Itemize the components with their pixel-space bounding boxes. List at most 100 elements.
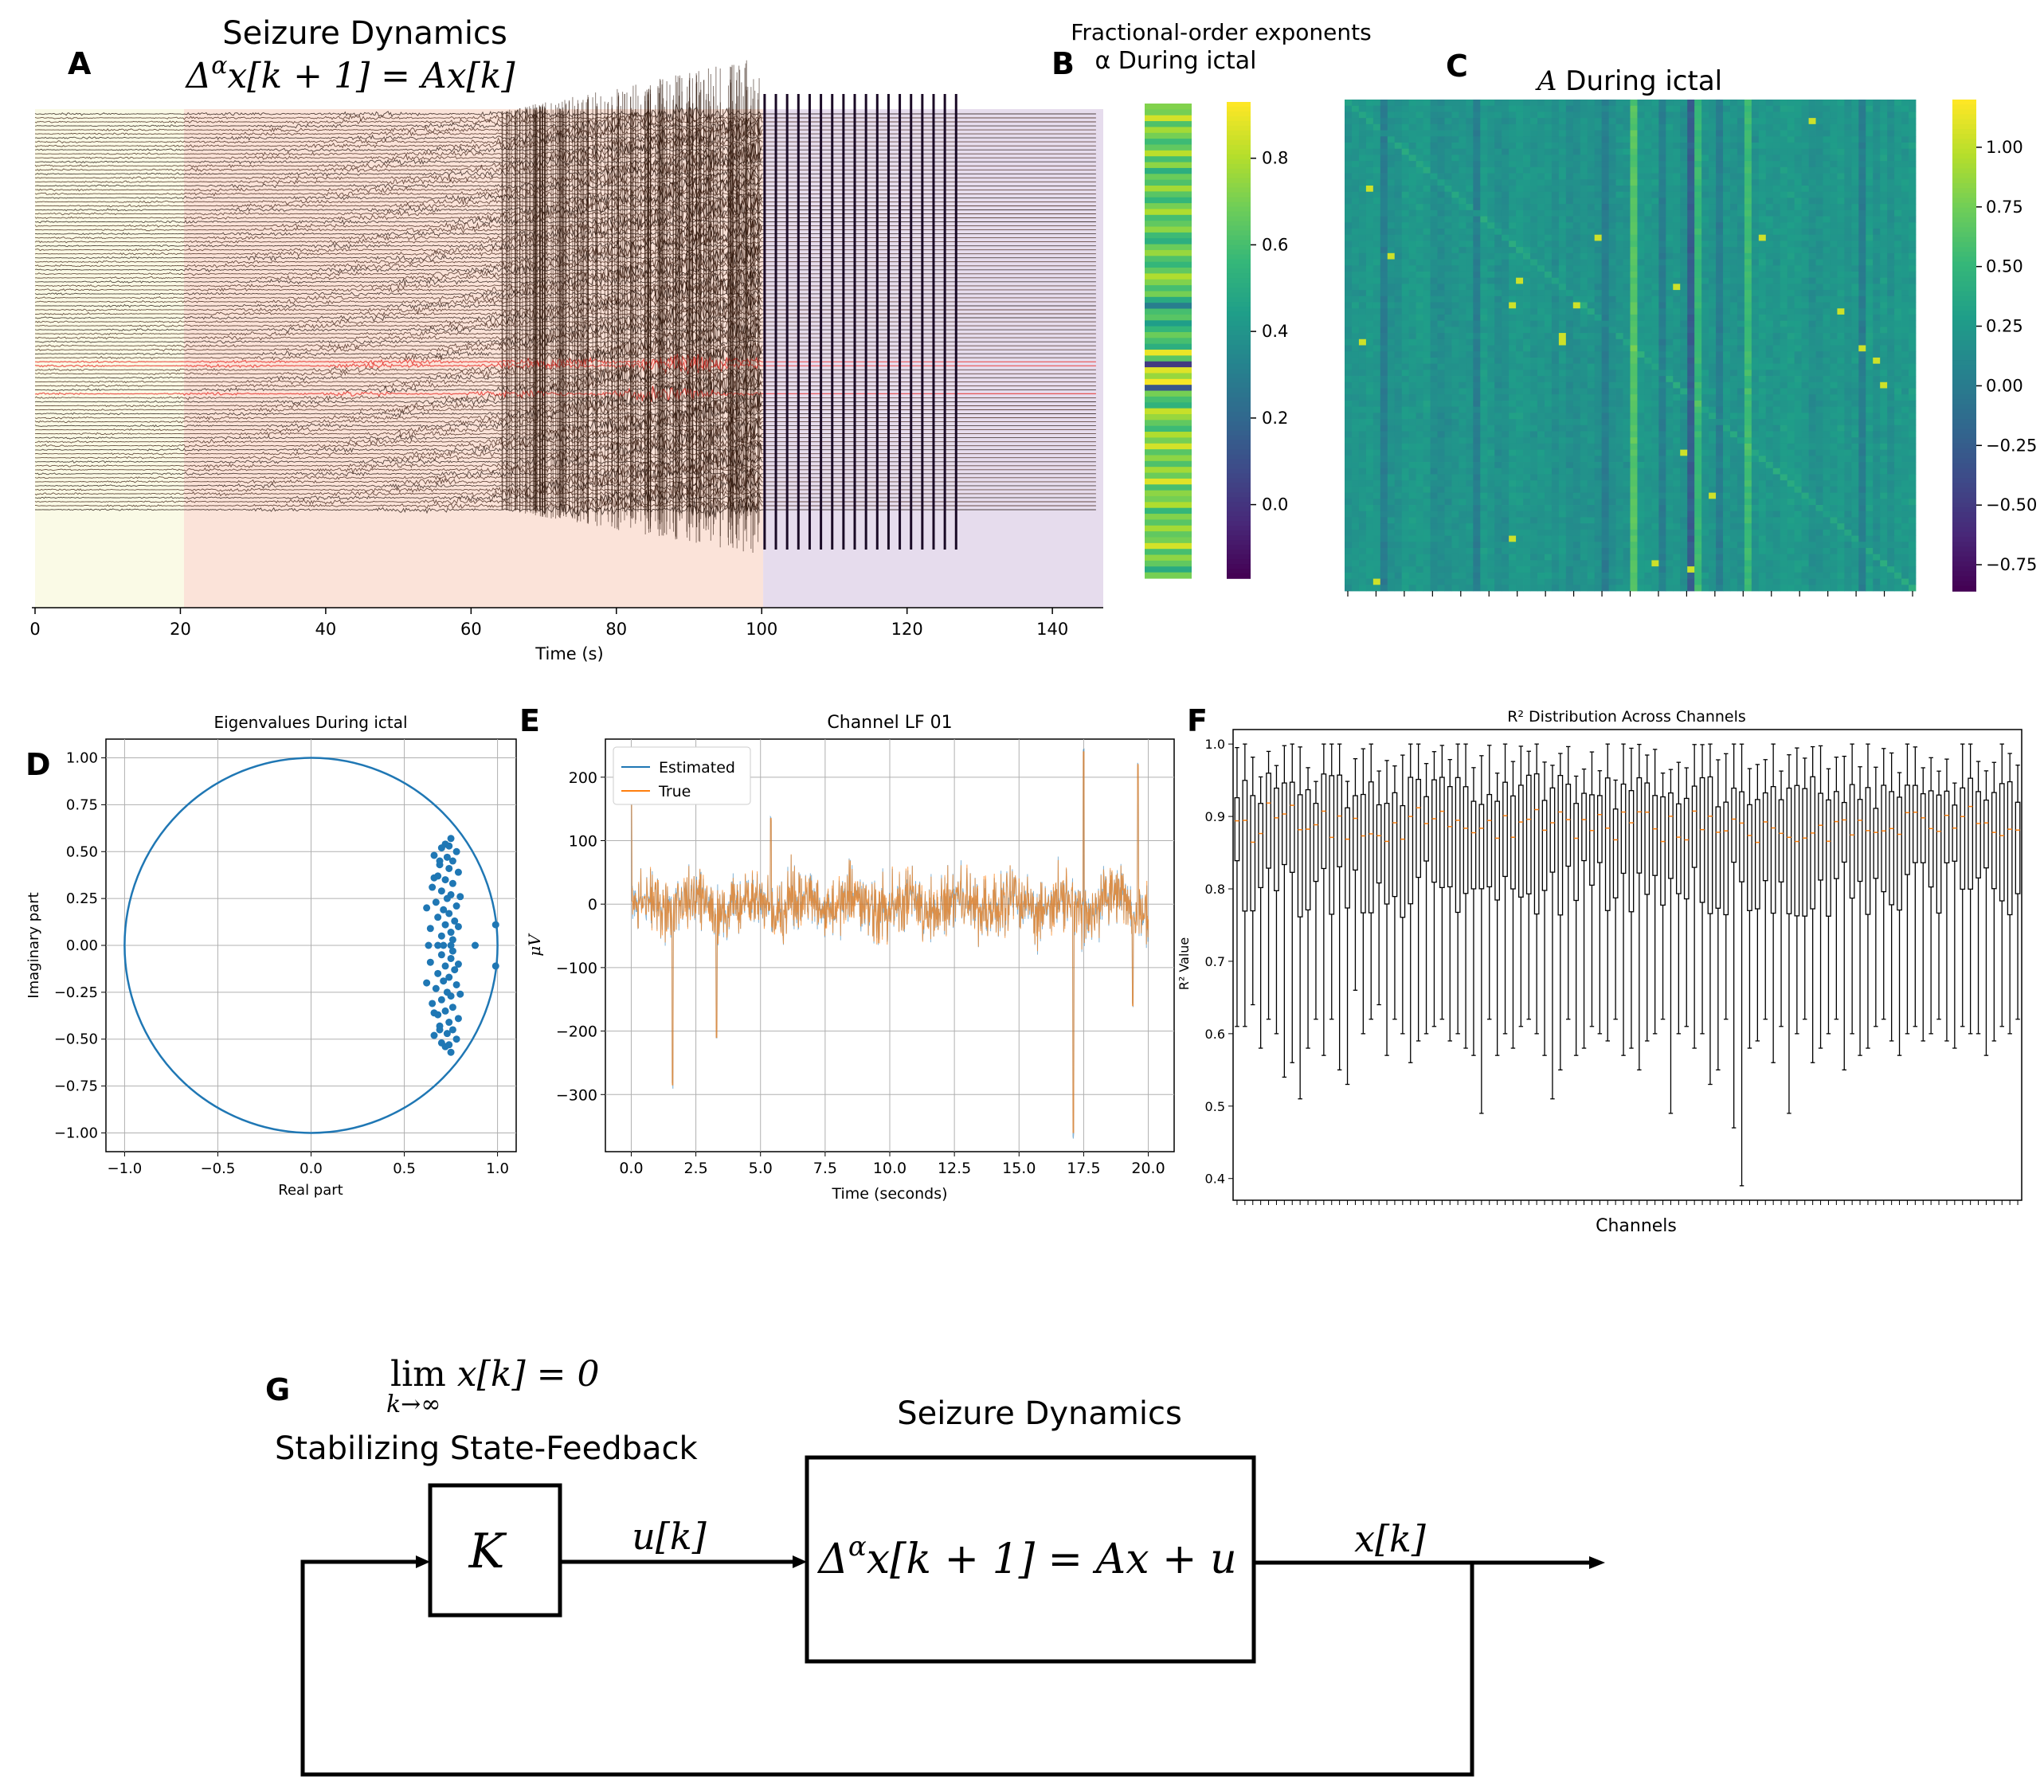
a-matrix-cell [1380,271,1388,279]
a-matrix-cell [1837,388,1845,395]
a-matrix-cell [1423,363,1431,370]
a-matrix-cell [1815,105,1823,112]
a-matrix-cell [1551,376,1560,383]
a-matrix-cell [1794,100,1802,107]
a-matrix-cell [1673,234,1681,241]
a-matrix-cell [1516,327,1524,334]
eeg-channel-trace [34,454,1096,471]
a-matrix-cell [1830,400,1838,408]
a-matrix-cell [1459,308,1466,315]
a-matrix-cell [1894,123,1902,131]
a-matrix-cell [1437,136,1445,143]
a-matrix-cell [1701,259,1709,266]
a-matrix-cell [1580,351,1588,358]
a-matrix-cell [1765,419,1774,426]
a-matrix-cell [1830,155,1838,162]
a-matrix-cell [1372,333,1381,340]
a-matrix-cell [1509,302,1517,309]
a-matrix-cell [1658,252,1666,260]
a-matrix-cell [1430,277,1438,284]
a-matrix-cell [1502,351,1510,358]
a-matrix-cell [1466,400,1474,408]
a-matrix-cell [1551,388,1560,395]
a-matrix-cell [1651,234,1659,241]
a-matrix-cell [1487,247,1495,254]
a-matrix-cell [1901,198,1909,205]
a-matrix-cell [1423,419,1431,426]
a-matrix-cell [1772,191,1781,198]
a-matrix-cell [1723,148,1731,155]
a-matrix-cell [1772,314,1781,322]
a-matrix-cell [1608,123,1616,131]
a-matrix-cell [1451,370,1459,377]
a-matrix-cell [1608,302,1616,309]
a-matrix-cell [1594,320,1603,327]
colorbar-segment [1227,283,1251,289]
a-matrix-cell [1723,228,1731,236]
a-matrix-cell [1630,376,1638,383]
a-matrix-cell [1444,173,1452,180]
a-matrix-cell [1694,351,1702,358]
a-matrix-cell [1873,363,1881,370]
a-matrix-cell [1459,105,1466,112]
a-matrix-cell [1680,363,1688,370]
a-matrix-cell [1909,166,1917,174]
a-matrix-cell [1387,173,1396,180]
a-matrix-cell [1394,136,1403,143]
a-matrix-cell [1437,191,1445,198]
a-matrix-cell [1509,161,1517,168]
colorbar-tick-label: 0.6 [1262,235,1288,254]
a-matrix-cell [1801,431,1809,438]
a-matrix-cell [1530,314,1538,322]
a-matrix-cell [1551,351,1560,358]
a-matrix-cell [1844,431,1852,438]
a-matrix-cell [1487,161,1495,168]
a-matrix-cell [1851,148,1859,155]
a-matrix-cell [1408,241,1417,248]
alpha-cell [1145,179,1192,186]
a-matrix-cell [1729,166,1738,174]
a-matrix-cell [1608,228,1616,236]
a-matrix-cell [1880,320,1888,327]
a-matrix-cell [1502,431,1510,438]
a-matrix-cell [1444,327,1452,334]
a-matrix-cell [1666,381,1674,389]
a-matrix-cell [1858,222,1866,229]
a-matrix-cell [1716,333,1724,340]
colorbar-segment [1227,211,1251,217]
a-matrix-cell [1537,100,1545,107]
a-matrix-cell [1416,234,1423,241]
a-matrix-cell [1808,295,1816,303]
a-matrix-cell [1894,400,1902,408]
colorbar-tick-label: 0.4 [1262,322,1288,341]
a-matrix-cell [1687,295,1695,303]
a-matrix-cell [1608,173,1616,180]
a-matrix-cell [1601,333,1610,340]
a-matrix-cell [1651,100,1659,107]
a-matrix-cell [1666,271,1674,279]
a-matrix-cell [1887,198,1895,205]
a-matrix-cell [1823,381,1831,389]
a-matrix-cell [1658,136,1666,143]
a-matrix-cell [1673,179,1681,186]
eeg-channel-trace [34,322,1096,345]
a-matrix-cell [1530,345,1538,352]
a-matrix-cell [1516,302,1524,309]
panel-b-subtitle: α During ictal [1095,47,1257,75]
a-matrix-cell [1365,277,1374,284]
a-matrix-cell [1408,252,1417,260]
a-matrix-cell [1351,290,1360,297]
a-matrix-cell [1651,136,1659,143]
a-matrix-cell [1758,185,1767,193]
a-matrix-cell [1658,259,1666,266]
a-matrix-cell [1765,265,1774,272]
a-matrix-cell [1572,345,1581,352]
a-matrix-cell [1844,136,1852,143]
a-matrix-cell [1601,357,1610,365]
a-matrix-cell [1494,216,1502,223]
a-matrix-cell [1901,431,1909,438]
a-matrix-cell [1572,431,1581,438]
a-matrix-cell [1459,345,1466,352]
a-matrix-cell [1516,105,1524,112]
a-matrix-cell [1794,179,1802,186]
